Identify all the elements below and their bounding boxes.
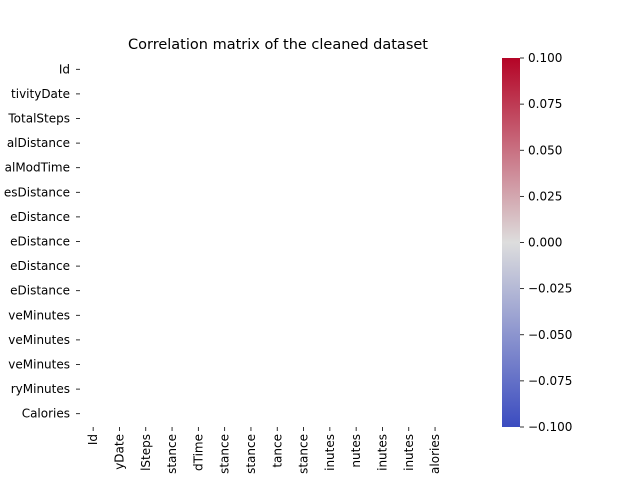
x-tick-label: alories	[428, 434, 442, 474]
y-tick-label: TotalSteps	[7, 112, 70, 126]
colorbar-tick-label: −0.025	[528, 282, 572, 296]
x-tick-label: tance	[270, 434, 284, 468]
x-tick-label: inutes	[375, 434, 389, 471]
y-tick-label: tivityDate	[11, 87, 70, 101]
colorbar-tick-label: −0.075	[528, 374, 572, 388]
y-tick-label: veMinutes	[8, 333, 70, 347]
x-tick-label: inutes	[402, 434, 416, 471]
x-tick-label: inutes	[323, 434, 337, 471]
x-tick-label: nutes	[349, 434, 363, 468]
colorbar-tick-label: 0.075	[528, 97, 562, 111]
y-tick-label: alDistance	[7, 136, 70, 150]
colorbar-tick-label: 0.000	[528, 236, 562, 250]
colorbar-tick-label: 0.025	[528, 189, 562, 203]
y-tick-label: ryMinutes	[11, 382, 70, 396]
y-tick-label: eDistance	[10, 284, 70, 298]
y-tick-label: esDistance	[4, 185, 70, 199]
x-tick-label: Id	[86, 434, 100, 445]
y-tick-label: alModTime	[5, 161, 70, 175]
x-tick-label: yDate	[112, 434, 126, 470]
x-tick-label: lSteps	[139, 434, 153, 471]
colorbar-tick-label: 0.100	[528, 51, 562, 65]
x-tick-label: stance	[244, 434, 258, 474]
y-tick-label: Calories	[22, 407, 70, 421]
y-tick-label: veMinutes	[8, 358, 70, 372]
y-tick-label: Id	[59, 62, 70, 76]
x-tick-label: stance	[297, 434, 311, 474]
colorbar-tick-label: 0.050	[528, 143, 562, 157]
x-tick-label: stance	[165, 434, 179, 474]
y-tick-label: veMinutes	[8, 308, 70, 322]
colorbar	[502, 58, 520, 427]
y-tick-label: eDistance	[10, 259, 70, 273]
colorbar-tick-label: −0.050	[528, 328, 572, 342]
y-tick-label: eDistance	[10, 210, 70, 224]
x-tick-label: dTime	[191, 434, 205, 471]
y-tick-label: eDistance	[10, 235, 70, 249]
colorbar-tick-label: −0.100	[528, 420, 572, 434]
chart-title: Correlation matrix of the cleaned datase…	[128, 37, 428, 53]
x-tick-label: stance	[218, 434, 232, 474]
